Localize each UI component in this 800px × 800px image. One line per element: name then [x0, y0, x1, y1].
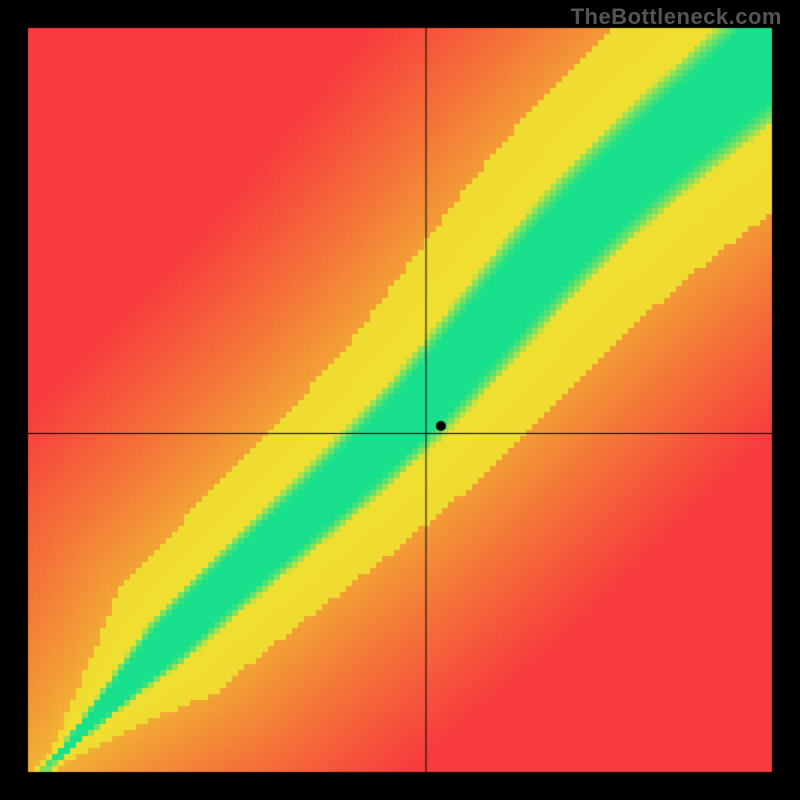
bottleneck-heatmap-canvas: [0, 0, 800, 800]
chart-container: TheBottleneck.com: [0, 0, 800, 800]
watermark-text: TheBottleneck.com: [571, 4, 782, 30]
